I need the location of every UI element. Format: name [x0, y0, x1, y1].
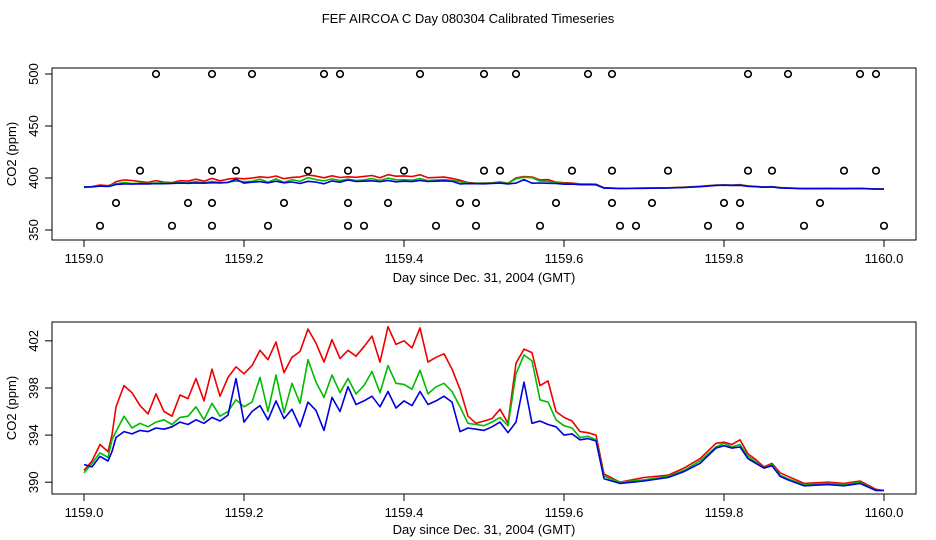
bottom-series-red-line — [83, 325, 885, 492]
scatter-point — [607, 166, 617, 175]
scatter-point — [167, 221, 177, 230]
scatter-point — [567, 166, 577, 175]
scatter-point — [183, 198, 193, 208]
scatter-point — [135, 166, 145, 175]
top-y-tick-label: 500 — [26, 63, 41, 85]
scatter-point — [743, 69, 753, 79]
top-plot-frame — [51, 67, 917, 241]
scatter-point — [551, 198, 561, 208]
scatter-point — [871, 166, 881, 175]
top-y-tick-label: 400 — [26, 167, 41, 189]
bottom-panel: 1159.0 1159.2 1159.4 1159.6 1159.8 1160.0 390… — [4, 321, 917, 537]
scatter-point — [703, 221, 713, 230]
scatter-point — [855, 69, 865, 79]
bottom-series-lines — [83, 325, 885, 492]
top-series-blue-line — [83, 178, 884, 190]
top-scatter-points — [95, 69, 889, 230]
top-x-tick-label: 1159.0 — [65, 251, 104, 266]
scatter-point — [767, 166, 777, 175]
bottom-x-tick-label: 1159.2 — [225, 505, 264, 520]
bottom-y-axis: 390 394 398 402 — [26, 330, 52, 493]
scatter-point — [879, 221, 889, 230]
bottom-x-tick-label: 1159.8 — [705, 505, 744, 520]
bottom-series-green-line — [83, 354, 884, 492]
bottom-x-tick-label: 1159.0 — [65, 505, 104, 520]
scatter-point — [607, 198, 617, 208]
bottom-x-axis-label: Day since Dec. 31, 2004 (GMT) — [393, 522, 576, 537]
scatter-point — [471, 221, 481, 230]
scatter-point — [583, 69, 593, 79]
top-x-tick-label: 1159.8 — [705, 251, 744, 266]
scatter-point — [471, 198, 481, 208]
scatter-point — [479, 69, 489, 79]
bottom-x-tick-label: 1159.6 — [545, 505, 584, 520]
top-x-tick-label: 1159.4 — [385, 251, 424, 266]
scatter-point — [735, 221, 745, 230]
scatter-point — [535, 221, 545, 230]
scatter-point — [615, 221, 625, 230]
scatter-point — [455, 198, 465, 208]
scatter-point — [839, 166, 849, 175]
scatter-point — [743, 166, 753, 175]
scatter-point — [343, 166, 353, 175]
scatter-point — [359, 221, 369, 230]
top-y-tick-label: 350 — [26, 219, 41, 241]
scatter-point — [319, 69, 329, 79]
scatter-point — [231, 166, 241, 175]
top-series-lines — [83, 173, 885, 190]
bottom-y-tick-label: 390 — [26, 471, 41, 493]
scatter-point — [607, 69, 617, 79]
scatter-point — [479, 166, 489, 175]
bottom-y-tick-label: 394 — [26, 424, 41, 446]
scatter-point — [279, 198, 289, 208]
top-y-axis-label: CO2 (ppm) — [4, 122, 19, 186]
bottom-y-tick-label: 402 — [26, 330, 41, 352]
bottom-y-tick-label: 398 — [26, 377, 41, 399]
scatter-point — [495, 166, 505, 175]
scatter-point — [151, 69, 161, 79]
top-x-tick-label: 1159.2 — [225, 251, 264, 266]
scatter-point — [783, 69, 793, 79]
scatter-point — [631, 221, 641, 230]
scatter-point — [647, 198, 657, 208]
scatter-point — [799, 221, 809, 230]
scatter-point — [719, 198, 729, 208]
scatter-point — [111, 198, 121, 208]
scatter-point — [815, 198, 825, 208]
scatter-point — [335, 69, 345, 79]
bottom-x-tick-label: 1159.4 — [385, 505, 424, 520]
top-panel: 1159.0 1159.2 1159.4 1159.6 1159.8 1160.0 350… — [4, 63, 917, 285]
scatter-point — [207, 198, 217, 208]
scatter-point — [303, 166, 313, 175]
scatter-point — [343, 198, 353, 208]
scatter-point — [343, 221, 353, 230]
scatter-point — [207, 166, 217, 175]
scatter-point — [663, 166, 673, 175]
scatter-point — [735, 198, 745, 208]
scatter-point — [415, 69, 425, 79]
top-x-tick-label: 1159.6 — [545, 251, 584, 266]
scatter-point — [399, 166, 409, 175]
top-y-tick-label: 450 — [26, 115, 41, 137]
top-y-axis: 350 400 450 500 — [26, 63, 52, 241]
scatter-point — [95, 221, 105, 230]
scatter-point — [431, 221, 441, 230]
chart-title: FEF AIRCOA C Day 080304 Calibrated Times… — [322, 11, 615, 26]
bottom-x-tick-label: 1160.0 — [865, 505, 904, 520]
bottom-y-axis-label: CO2 (ppm) — [4, 376, 19, 440]
bottom-plot-frame — [51, 321, 917, 495]
top-x-tick-label: 1160.0 — [865, 251, 904, 266]
bottom-series-blue-line — [83, 377, 884, 492]
scatter-point — [207, 221, 217, 230]
scatter-point — [511, 69, 521, 79]
scatter-point — [247, 69, 257, 79]
scatter-point — [207, 69, 217, 79]
scatter-point — [263, 221, 273, 230]
top-x-axis: 1159.0 1159.2 1159.4 1159.6 1159.8 1160.0 — [65, 240, 904, 266]
top-x-axis-label: Day since Dec. 31, 2004 (GMT) — [393, 270, 576, 285]
bottom-x-axis: 1159.0 1159.2 1159.4 1159.6 1159.8 1160.0 — [65, 494, 904, 520]
scatter-point — [383, 198, 393, 208]
scatter-point — [871, 69, 881, 79]
